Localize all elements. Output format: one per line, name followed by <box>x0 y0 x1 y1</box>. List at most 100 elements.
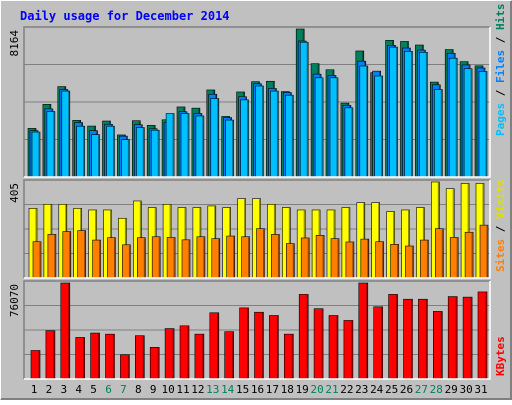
y-max-label-hits: 8164 <box>8 30 21 57</box>
hits-bar-pages-2-shade <box>53 112 55 177</box>
kbytes-bar-kbytes-6 <box>105 333 115 380</box>
visits-bar-sites-16-shade <box>263 229 265 278</box>
visits-bar-sites-7 <box>122 244 131 279</box>
kbytes-bar-kbytes-15-shade <box>247 308 249 379</box>
x-tick-label-17: 17 <box>266 383 279 396</box>
kbytes-bar-kbytes-26 <box>403 298 413 380</box>
visits-bar-sites-13 <box>211 238 221 279</box>
x-tick-label-27: 27 <box>415 383 428 396</box>
x-tick-label-4: 4 <box>75 383 82 396</box>
hits-bar-pages-5 <box>91 134 100 178</box>
x-tick-label-21: 21 <box>325 383 338 396</box>
visits-bar-sites-15 <box>241 236 250 279</box>
hits-bar-pages-12 <box>195 115 205 178</box>
kbytes-bar-kbytes-18 <box>283 333 294 380</box>
kbytes-bar-kbytes-8 <box>135 335 145 380</box>
x-tick-label-25: 25 <box>385 383 398 396</box>
kbytes-bar-kbytes-29 <box>447 296 458 380</box>
visits-bar-sites-22 <box>345 241 355 279</box>
kbytes-bar-kbytes-12-shade <box>202 334 204 379</box>
visits-bar-sites-25-shade <box>397 244 399 278</box>
x-tick-label-1: 1 <box>31 383 38 396</box>
kbytes-bar-kbytes-2 <box>45 330 56 380</box>
x-tick-label-10: 10 <box>161 383 174 396</box>
visits-bar-sites-15-shade <box>248 237 250 278</box>
hits-bar-pages-25 <box>389 46 398 178</box>
hits-bar-pages-2 <box>46 111 56 178</box>
kbytes-bar-kbytes-4-shade <box>83 337 85 379</box>
hits-bar-pages-1-shade <box>38 132 40 177</box>
x-tick-label-13: 13 <box>206 383 219 396</box>
hits-bar-pages-15-shade <box>247 100 249 177</box>
hits-bar-pages-4-shade <box>83 126 85 177</box>
panel-frame-visits-dark <box>23 179 490 278</box>
axis-label-hits-panel: Pages / Files / Hits <box>494 4 507 137</box>
panel-frame-hits-light <box>24 27 491 178</box>
visits-bar-sites-25 <box>390 244 399 279</box>
hits-bar-pages-7-shade <box>127 140 130 177</box>
hits-bar-pages-24 <box>374 75 384 178</box>
x-tick-label-11: 11 <box>176 383 189 396</box>
x-tick-label-18: 18 <box>281 383 294 396</box>
kbytes-bar-kbytes-7 <box>120 354 130 380</box>
hits-bar-pages-5-shade <box>98 135 100 177</box>
x-tick-label-7: 7 <box>120 383 127 396</box>
visits-bar-sites-22-shade <box>352 242 354 278</box>
visits-bar-sites-7-shade <box>128 245 131 278</box>
kbytes-bar-kbytes-16-shade <box>262 312 264 379</box>
hits-bar-pages-19-shade <box>306 42 308 177</box>
kbytes-bar-kbytes-10-shade <box>172 329 174 379</box>
hits-bar-pages-20-shade <box>321 78 323 177</box>
hits-bar-pages-21 <box>329 77 339 178</box>
x-tick-label-8: 8 <box>135 383 142 396</box>
hits-bar-pages-9-shade <box>157 130 159 177</box>
kbytes-bar-kbytes-26-shade <box>411 299 413 379</box>
visits-bar-sites-3-shade <box>69 232 71 278</box>
hits-bar-pages-23 <box>359 65 369 178</box>
visits-bar-sites-6 <box>107 237 116 279</box>
visits-bar-sites-14 <box>226 235 235 279</box>
hits-bar-pages-24-shade <box>381 76 383 177</box>
hits-bar-pages-30-shade <box>470 69 472 177</box>
visits-bar-sites-28 <box>434 228 444 279</box>
visits-bar-sites-23-shade <box>367 239 369 278</box>
kbytes-bar-kbytes-16 <box>254 311 264 380</box>
kbytes-bar-kbytes-31-shade <box>485 292 487 379</box>
hits-bar-pages-10 <box>165 113 175 178</box>
kbytes-bar-kbytes-20-shade <box>321 309 323 379</box>
kbytes-bar-kbytes-25 <box>388 294 398 380</box>
hits-bar-pages-10-shade <box>172 114 174 177</box>
hits-bar-pages-29 <box>448 57 458 178</box>
kbytes-bar-kbytes-5-shade <box>98 333 100 379</box>
visits-bar-visits-24-shade <box>378 203 380 278</box>
visits-bar-sites-11-shade <box>188 240 190 278</box>
kbytes-bar-kbytes-9-shade <box>157 347 159 379</box>
panel-frame-visits-light <box>24 180 491 279</box>
visits-bar-sites-4 <box>77 230 86 279</box>
hits-bar-pages-16-shade <box>262 86 264 177</box>
hits-bar-pages-31-shade <box>485 71 487 177</box>
hits-bar-pages-1 <box>31 131 41 178</box>
hits-bar-pages-27-shade <box>425 52 428 177</box>
visits-bar-sites-27-shade <box>426 240 429 278</box>
kbytes-bar-kbytes-31 <box>477 291 488 380</box>
panel-frame-kbytes-dark <box>23 280 490 379</box>
x-tick-label-3: 3 <box>60 383 67 396</box>
kbytes-bar-kbytes-25-shade <box>396 294 398 379</box>
hits-bar-pages-14 <box>225 119 234 178</box>
hits-bar-pages-26-shade <box>411 51 413 177</box>
y-max-label-kbytes: 76070 <box>8 284 21 317</box>
x-tick-label-5: 5 <box>90 383 97 396</box>
visits-bar-sites-6-shade <box>114 238 116 278</box>
visits-bar-sites-26-shade <box>412 246 414 278</box>
kbytes-bar-kbytes-10 <box>164 328 175 380</box>
visits-bar-sites-4-shade <box>84 231 86 278</box>
visits-bar-sites-16 <box>256 228 265 279</box>
x-tick-label-20: 20 <box>310 383 323 396</box>
kbytes-bar-kbytes-1 <box>30 350 41 380</box>
kbytes-bar-kbytes-27 <box>418 298 428 380</box>
visits-bar-sites-21-shade <box>337 239 339 278</box>
visits-bar-sites-21 <box>330 238 340 279</box>
